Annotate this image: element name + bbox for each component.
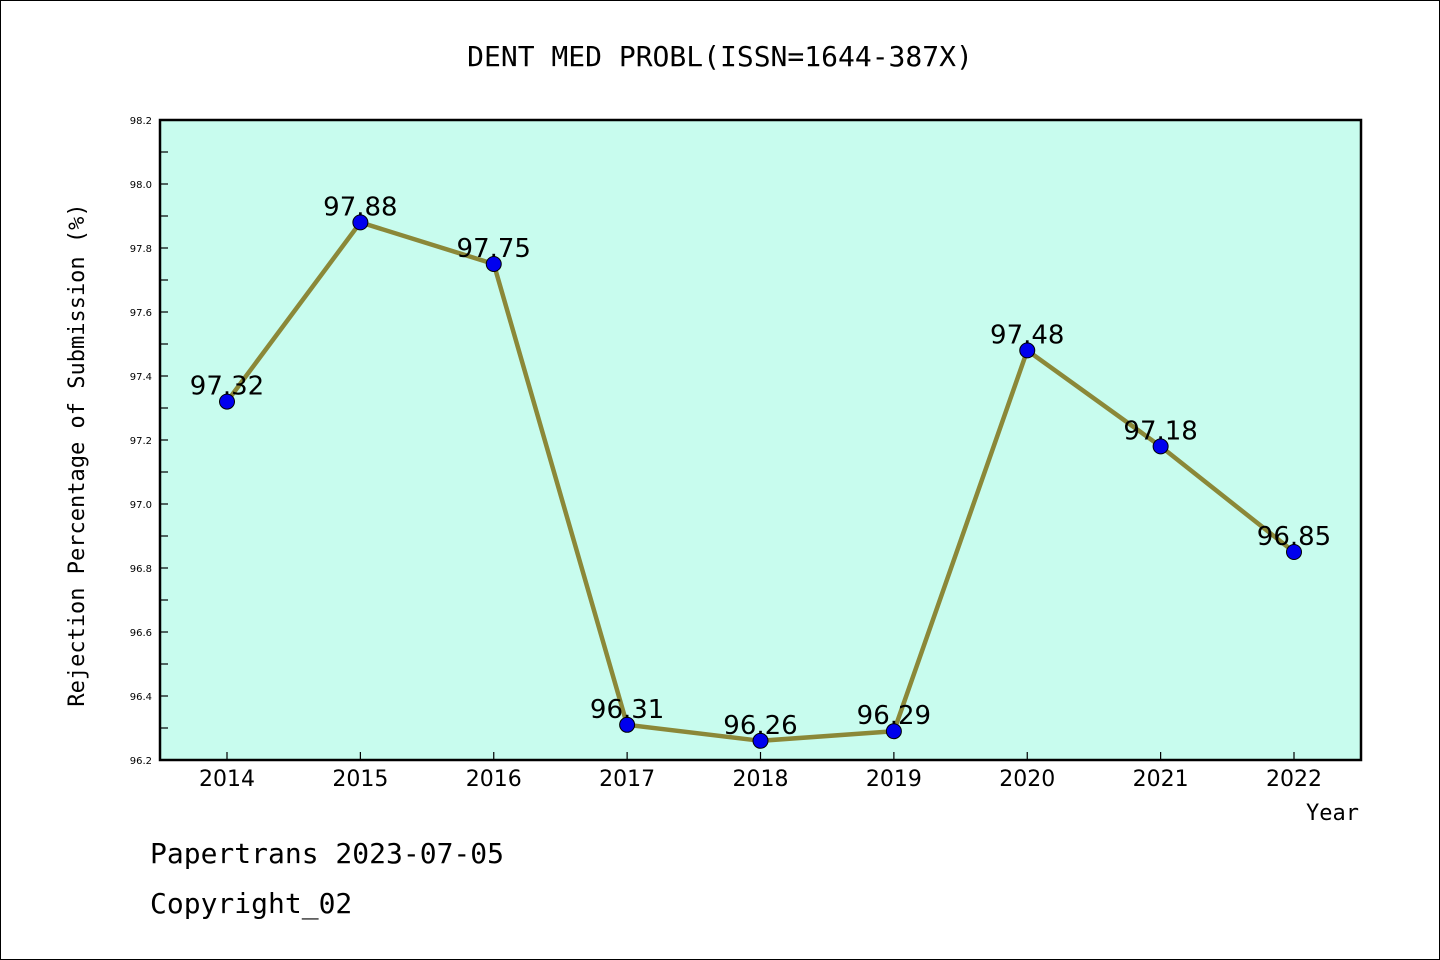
data-point xyxy=(1286,544,1302,560)
data-label: 97.75 xyxy=(457,234,531,264)
data-label: 96.31 xyxy=(590,695,664,725)
y-tick-label: 97.2 xyxy=(130,436,152,447)
x-axis: 2014 2015 2016 2017 2018 2019 2020 2021 2022 xyxy=(199,752,1322,792)
x-tick-label: 2014 xyxy=(199,767,255,792)
data-label: 97.88 xyxy=(323,192,397,222)
x-tick-label: 2021 xyxy=(1133,767,1189,792)
data-label: 97.32 xyxy=(190,372,264,402)
y-tick-label: 96.8 xyxy=(130,564,152,575)
data-point xyxy=(885,723,902,740)
data-labels: 97.32 97.88 97.75 96.31 96.26 96.29 97.48 97.18… xyxy=(190,192,1331,740)
data-label: 96.26 xyxy=(723,711,797,741)
x-tick-label: 2018 xyxy=(733,767,789,792)
data-label: 97.18 xyxy=(1123,416,1197,446)
y-tick-label: 97.8 xyxy=(130,244,152,255)
data-point xyxy=(1152,438,1169,455)
chart-title: DENT MED PROBL(ISSN=1644-387X) xyxy=(467,40,973,73)
y-tick-label: 98.0 xyxy=(130,180,152,191)
y-tick-label: 96.4 xyxy=(130,692,152,703)
data-point xyxy=(352,214,369,231)
data-point xyxy=(485,256,502,272)
data-point xyxy=(619,716,636,733)
x-tick-label: 2015 xyxy=(332,767,388,792)
x-tick-label: 2017 xyxy=(599,767,655,792)
y-tick-label: 98.2 xyxy=(130,116,152,127)
y-tick-label: 97.6 xyxy=(130,308,152,319)
footer-line-2: Copyright_02 xyxy=(150,887,352,921)
x-tick-label: 2019 xyxy=(866,767,922,792)
y-axis: 96.2 96.4 96.6 96.8 97.0 97.2 97.4 97.6 97.8 98.0… xyxy=(130,116,168,767)
data-point xyxy=(1019,342,1036,359)
y-tick-label: 96.2 xyxy=(130,756,152,767)
footer-line-1: Papertrans 2023-07-05 xyxy=(150,837,504,870)
y-tick-label: 97.4 xyxy=(130,372,152,383)
data-label: 96.85 xyxy=(1257,522,1331,552)
data-label: 97.48 xyxy=(990,320,1064,350)
data-point xyxy=(219,393,235,410)
data-point xyxy=(752,732,769,749)
data-label: 96.29 xyxy=(857,701,931,731)
y-tick-label: 96.6 xyxy=(130,628,152,639)
x-axis-label: Year xyxy=(1306,801,1359,826)
y-tick-label: 97.0 xyxy=(130,500,152,511)
x-tick-label: 2020 xyxy=(999,767,1055,792)
y-axis-label: Rejection Percentage of Submission (%) xyxy=(65,203,90,706)
x-tick-label: 2016 xyxy=(466,767,522,792)
series-markers xyxy=(219,214,1302,749)
x-tick-label: 2022 xyxy=(1266,767,1322,792)
